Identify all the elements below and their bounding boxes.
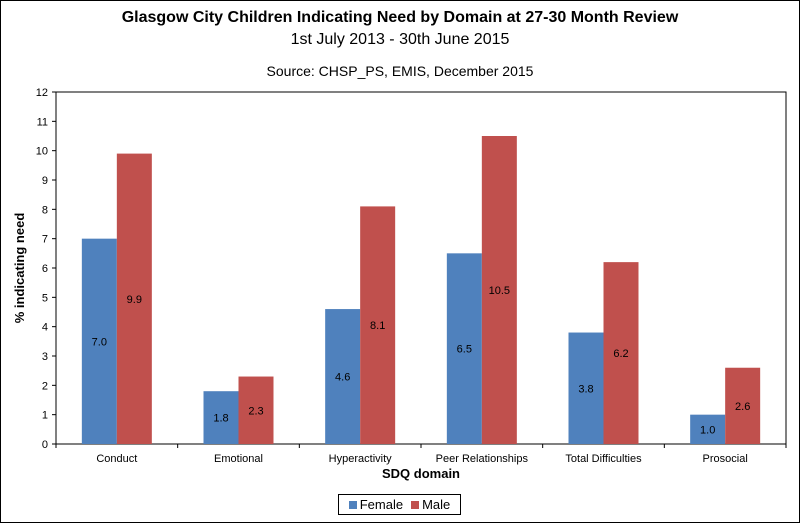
bar-male	[725, 367, 761, 444]
data-label: 6.2	[613, 348, 628, 360]
bar-male	[603, 262, 639, 444]
y-tick-label: 7	[42, 234, 48, 246]
x-tick-label: Hyperactivity	[329, 453, 392, 465]
legend-label-female: Female	[359, 497, 404, 512]
data-label: 1.0	[700, 424, 715, 436]
bar-female	[325, 309, 361, 444]
legend: Female Male	[338, 494, 461, 515]
y-tick-label: 4	[42, 322, 48, 334]
x-tick-label: Peer Relationships	[436, 453, 529, 465]
data-label: 2.6	[735, 401, 750, 413]
bar-female	[203, 391, 239, 444]
y-tick-label: 11	[37, 116, 48, 128]
chart-title: Glasgow City Children Indicating Need by…	[121, 9, 679, 26]
bar-male	[116, 153, 152, 444]
x-axis-label: SDQ domain	[382, 466, 460, 481]
data-label: 9.9	[127, 294, 142, 306]
y-tick-label: 8	[42, 204, 48, 216]
x-tick-label: Total Difficulties	[565, 453, 642, 465]
data-label: 3.8	[578, 383, 593, 395]
y-tick-label: 5	[42, 292, 48, 304]
legend-item-female: Female	[348, 497, 404, 512]
data-label: 7.0	[92, 336, 107, 348]
legend-swatch-male	[411, 500, 420, 509]
data-label: 2.3	[248, 405, 263, 417]
legend-item-male: Male	[411, 497, 450, 512]
bar-male	[238, 376, 274, 444]
bar-female	[446, 253, 482, 444]
data-label: 6.5	[457, 344, 472, 356]
y-tick-label: 3	[42, 351, 48, 363]
plot-area	[55, 91, 787, 445]
bar-male	[481, 136, 517, 444]
legend-label-male: Male	[422, 497, 451, 512]
bar-male	[360, 206, 396, 444]
y-tick-label: 6	[42, 263, 48, 275]
x-tick-label: Conduct	[96, 453, 137, 465]
legend-swatch-female	[348, 500, 357, 509]
bar-female	[690, 414, 726, 444]
chart-source: Source: CHSP_PS, EMIS, December 2015	[266, 63, 534, 79]
x-tick-label: Prosocial	[703, 453, 748, 465]
data-label: 8.1	[370, 320, 385, 332]
y-tick-label: 12	[36, 87, 48, 99]
y-tick-label: 1	[42, 410, 48, 422]
y-axis-label: % indicating need	[12, 213, 27, 324]
data-label: 1.8	[213, 413, 228, 425]
bar-female	[568, 332, 604, 444]
chart-subtitle: 1st July 2013 - 30th June 2015	[290, 31, 510, 48]
data-label: 4.6	[335, 372, 350, 384]
y-tick-label: 2	[42, 380, 48, 392]
y-tick-label: 0	[42, 439, 48, 451]
bar-female	[81, 238, 117, 444]
y-tick-label: 9	[42, 175, 48, 187]
x-tick-label: Emotional	[214, 453, 263, 465]
data-label: 10.5	[489, 285, 510, 297]
y-tick-label: 10	[36, 146, 48, 158]
